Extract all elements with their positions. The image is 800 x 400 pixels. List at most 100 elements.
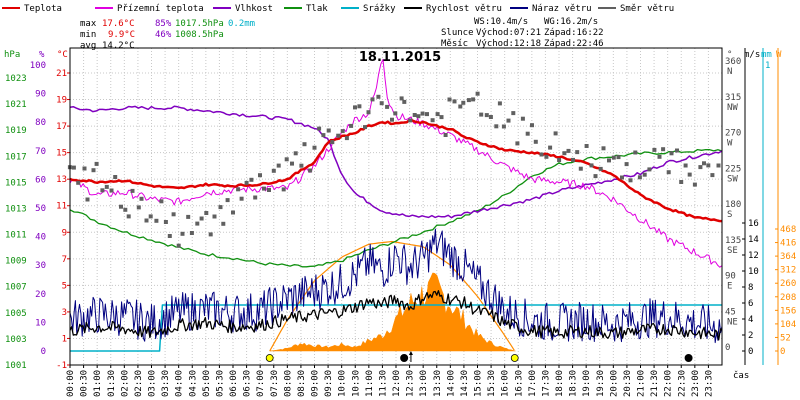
info-sun-label: Slunce — [441, 28, 474, 38]
unit-time: čas — [733, 370, 749, 381]
wind-direction-point — [317, 126, 322, 131]
y-direction-label: NW — [727, 103, 738, 113]
y-wind-tick: 12 — [748, 251, 759, 261]
x-tick: 08:00 — [283, 370, 293, 397]
x-tick: 17:00 — [528, 370, 538, 397]
astro-info: WS:10.4m/s WG:16.2m/s Slunce Východ:07:2… — [441, 17, 604, 49]
wind-direction-point — [167, 234, 172, 238]
legend-wind-gust: Náraz větru — [532, 4, 592, 14]
wind-direction-point — [683, 163, 688, 168]
wind-direction-point — [479, 112, 484, 117]
wind-direction-point — [652, 147, 657, 152]
y-humidity-tick: 70 — [35, 147, 46, 157]
wind-direction-point — [402, 99, 407, 104]
wind-direction-point — [91, 168, 96, 173]
y-temperature-tick: 19 — [56, 96, 67, 106]
x-tick: 18:00 — [555, 370, 565, 397]
wind-direction-point — [601, 146, 606, 151]
x-tick: 11:00 — [365, 370, 375, 397]
wind-direction-point — [702, 161, 706, 166]
x-tick: 09:30 — [324, 370, 334, 397]
x-tick: 22:00 — [664, 370, 674, 397]
wind-direction-point — [113, 175, 118, 179]
y-temperature-tick: 17 — [56, 122, 67, 132]
legend-humidity: Vlhkost — [235, 4, 273, 14]
wind-direction-point — [171, 212, 176, 217]
y-humidity-tick: 40 — [35, 233, 46, 243]
y-direction-tick: 225 — [725, 164, 741, 174]
wind-direction-point — [687, 172, 692, 177]
series-wind-speed — [69, 290, 723, 341]
wind-direction-point — [366, 110, 371, 115]
wind-direction-point — [506, 118, 511, 123]
wind-direction-point — [575, 150, 580, 155]
wind-direction-point — [710, 173, 715, 178]
stats-max-label: max — [80, 19, 97, 29]
x-tick: 04:00 — [175, 370, 185, 397]
wind-direction-point — [458, 104, 463, 109]
wind-direction-point — [225, 198, 230, 203]
x-tick: 10:00 — [338, 370, 348, 397]
wind-direction-point — [344, 136, 349, 141]
x-tick: 16:00 — [501, 370, 511, 397]
y-humidity-tick: 60 — [35, 175, 46, 185]
wind-direction-point — [267, 188, 271, 192]
wind-direction-point — [566, 148, 571, 153]
y-solar-tick: 208 — [780, 293, 796, 303]
x-tick: 20:00 — [609, 370, 619, 397]
x-tick: 08:30 — [297, 370, 307, 397]
y-humidity-tick: 100 — [30, 61, 46, 71]
wind-direction-point — [349, 123, 354, 128]
wind-direction-point — [611, 155, 616, 160]
wind-direction-point — [109, 188, 114, 193]
x-tick: 01:00 — [93, 370, 103, 397]
wind-direction-point — [212, 214, 217, 219]
wind-direction-point — [706, 163, 711, 168]
x-tick: 00:00 — [66, 370, 76, 397]
wind-direction-point — [76, 180, 81, 185]
x-tick: 21:00 — [637, 370, 647, 397]
x-tick: 21:30 — [650, 370, 660, 397]
wind-direction-point — [616, 155, 621, 160]
wind-direction-point — [412, 113, 417, 117]
axes-layer: 1023102110191017101510131011100910071005… — [5, 48, 796, 397]
wind-direction-point — [154, 218, 159, 223]
legend: Teplota Přízemní teplota Vlhkost Tlak Sr… — [2, 4, 674, 14]
wind-direction-point — [530, 123, 534, 128]
unit-w: W — [776, 50, 782, 60]
info-ws: WS:10.4m/s — [474, 17, 528, 27]
x-tick: 22:30 — [677, 370, 687, 397]
y-humidity-tick: 0 — [41, 347, 46, 357]
wind-direction-point — [130, 188, 135, 193]
y-direction-label: W — [727, 139, 733, 149]
wind-direction-point — [669, 151, 674, 156]
y-wind-tick: 0 — [748, 347, 753, 357]
y-pressure-tick: 1013 — [5, 204, 27, 214]
y-temperature-tick: 13 — [56, 175, 67, 185]
y-solar-tick: 312 — [780, 266, 796, 276]
y-direction-label: N — [727, 67, 732, 77]
x-tick: 09:00 — [311, 370, 321, 397]
y-pressure-tick: 1023 — [5, 74, 27, 84]
x-tick: 06:30 — [243, 370, 253, 397]
x-tick: 05:30 — [215, 370, 225, 397]
y-pressure-tick: 1017 — [5, 152, 27, 162]
y-pressure-tick: 1007 — [5, 283, 27, 293]
wind-direction-point — [340, 129, 345, 134]
wind-direction-point — [290, 161, 294, 166]
y-temperature-tick: 5 — [62, 281, 67, 291]
wind-direction-point — [249, 177, 254, 182]
wind-direction-point — [408, 118, 413, 123]
y-pressure-tick: 1005 — [5, 309, 27, 319]
wind-direction-point — [370, 97, 375, 102]
wind-direction-point — [589, 163, 594, 168]
x-tick: 00:30 — [80, 370, 90, 397]
wind-direction-point — [276, 163, 281, 168]
wind-direction-point — [642, 172, 647, 177]
stats-max-pressure: 1017.5hPa — [175, 19, 224, 29]
x-tick: 15:00 — [474, 370, 484, 397]
y-wind-tick: 2 — [748, 331, 753, 341]
y-direction-tick: 0 — [725, 343, 730, 353]
wind-direction-point — [71, 165, 76, 170]
